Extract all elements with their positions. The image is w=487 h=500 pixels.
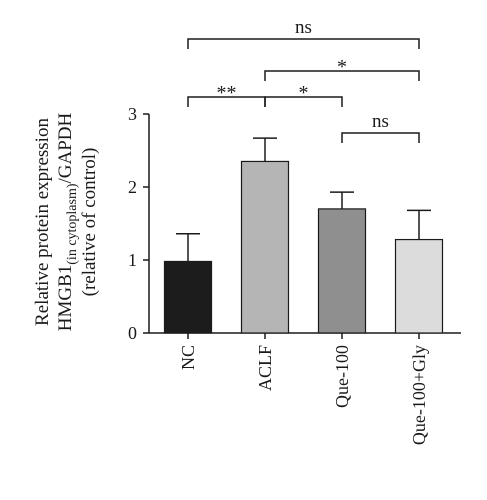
significance-bracket — [264, 96, 343, 107]
y-tick-label: 1 — [128, 250, 137, 270]
y-axis-label: Relative protein expression HMGB1(in cyto… — [32, 112, 100, 331]
y-tick-label: 0 — [128, 323, 137, 343]
significance-label: * — [299, 82, 309, 104]
y-tick-label: 2 — [128, 177, 137, 197]
x-tick-label: Que-100 — [332, 345, 352, 408]
y-label-line-3: (relative of control) — [79, 148, 100, 297]
bar-aclf — [240, 160, 290, 334]
x-tick-labels: NC ACLF Que-100 Que-100+Gly — [178, 333, 429, 445]
error-bars — [176, 137, 431, 262]
significance-brackets: ** *ns*ns — [187, 17, 420, 143]
significance-label: ns — [372, 111, 389, 132]
y-label-line-1: Relative protein expression — [32, 118, 53, 326]
significance-bracket — [187, 38, 420, 49]
bar-que-100-gly — [394, 238, 444, 334]
x-tick-label: ACLF — [255, 345, 275, 391]
bar-que-100 — [317, 208, 367, 334]
bar-nc — [163, 260, 213, 334]
y-label-subscript: (in cytoplasm) — [65, 183, 80, 265]
x-tick-label: Que-100+Gly — [409, 345, 429, 445]
significance-bracket — [341, 132, 420, 143]
significance-bracket — [264, 70, 420, 81]
x-tick-label: NC — [178, 345, 198, 370]
bars — [163, 160, 444, 334]
y-tick-label: 3 — [128, 104, 137, 124]
significance-label: * — [337, 56, 347, 78]
y-label-hmgb1: HMGB1 — [55, 265, 76, 332]
significance-label: ** — [217, 82, 237, 104]
y-label-gapdh: /GAPDH — [55, 112, 76, 183]
y-label-line-2: HMGB1(in cytoplasm)/GAPDH — [55, 112, 80, 331]
significance-label: ns — [295, 17, 312, 38]
